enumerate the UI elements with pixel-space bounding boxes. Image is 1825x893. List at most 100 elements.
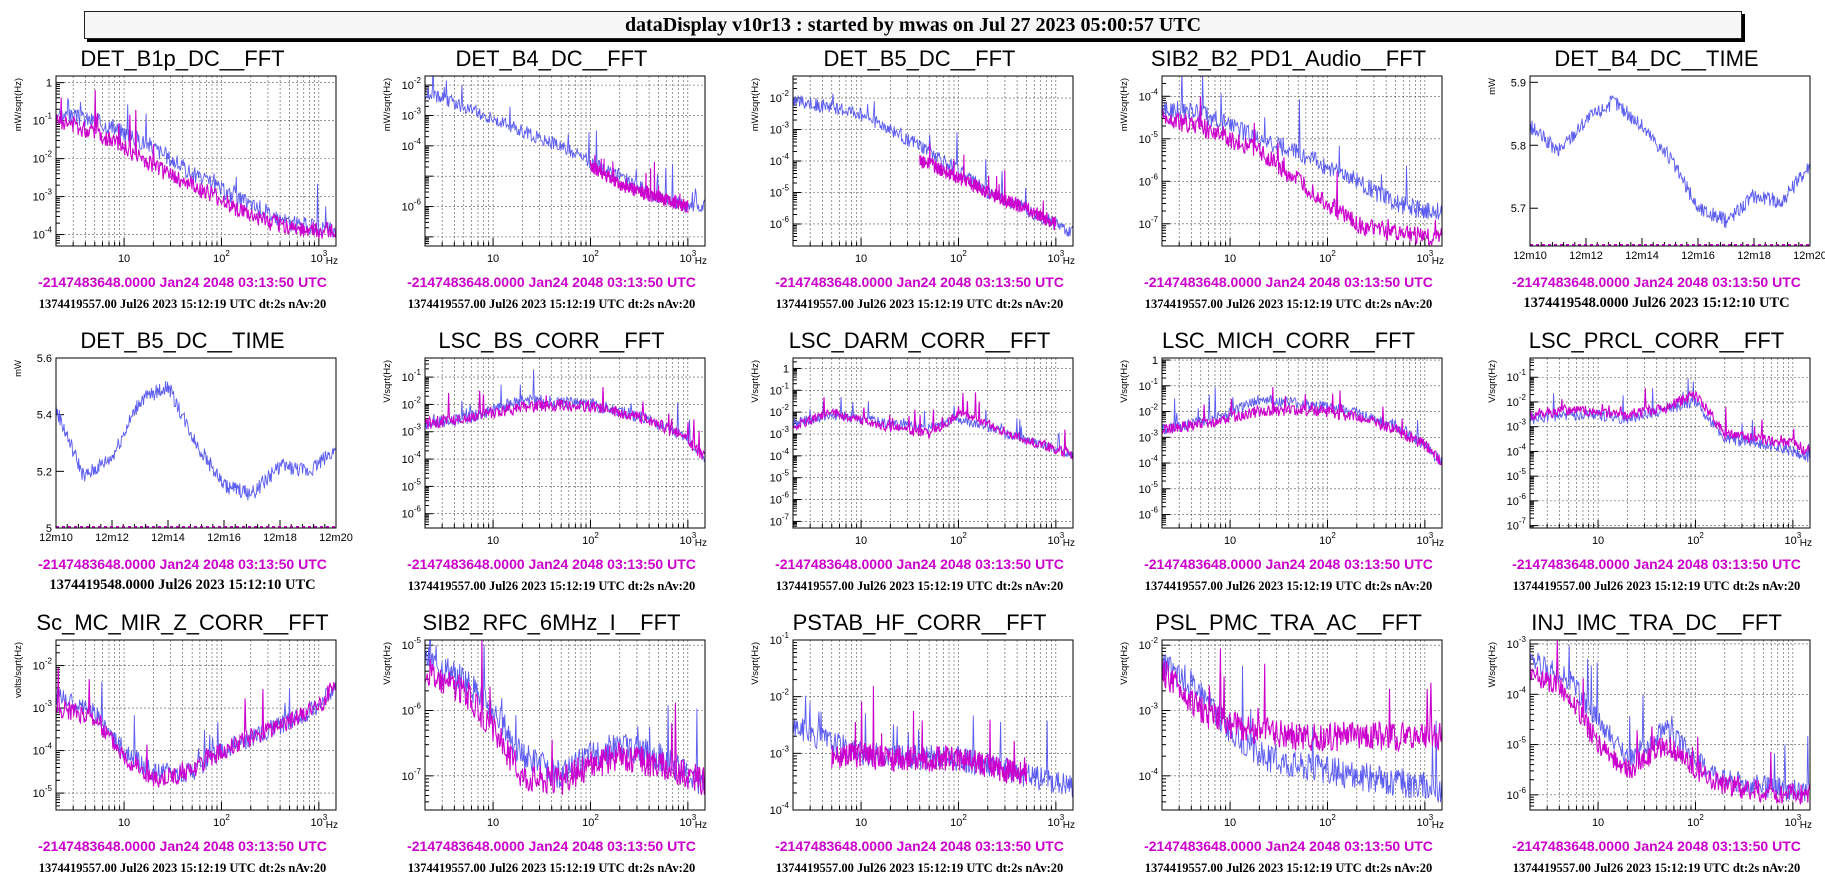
plot-panel-det_b1p_dc_fft[interactable]: 10 102 103 Hz 10-4 10-3 10-2 10-1 1 mW/sqrt(Hz) DE… [0,46,365,329]
tick-label: 102 [213,249,230,265]
tick-label: 10-4 [1507,685,1527,701]
reference-timestamp: -2147483648.0000 Jan24 2048 03:13:50 UTC [775,838,1064,854]
plot-panel-sib2_b2_pd1_audio_fft[interactable]: 10 102 103 Hz 10-7 10-6 10-5 10-4 mW/sqrt(Hz) SIB… [1106,46,1471,329]
tick-label: 10 [487,817,499,829]
tick-label: 10-6 [402,505,422,521]
x-axis-unit: Hz [1432,256,1444,267]
plot-canvas: 10 102 103Hz10-610-510-410-310-210-11V/sqr… [1119,355,1444,549]
plot-panel-det_b5_dc_fft[interactable]: 10 102 103 Hz 10-6 10-5 10-4 10-3 10-2 mW/sqrt(Hz… [737,46,1102,329]
tick-label: 10-5 [1139,130,1159,146]
tick-label: 10-5 [33,784,53,800]
tick-label: 10-3 [402,106,422,122]
reference-trace [1530,388,1810,456]
axis-ticks [1161,644,1426,811]
current-timestamp: 1374419557.00 Jul26 2023 15:12:19 UTC dt… [1144,579,1433,593]
tick-label: 10-2 [1507,393,1527,409]
plot-panel-sib2_rfc_6mhz_i_fft[interactable]: 10 102 103 Hz 10-7 10-6 10-5 V/sqrt(Hz) SIB2_RFC… [369,610,734,893]
tick-label: 10-5 [1139,480,1159,496]
y-axis-label: V/sqrt(Hz) [1119,360,1130,403]
reference-trace [425,640,705,795]
tick-label: 10-5 [770,469,790,485]
tick-label: 10 [118,817,130,829]
plot-panel-inj_imc_tra_dc_fft[interactable]: 10 102 103 Hz 10-6 10-5 10-4 10-3 W/sqrt(Hz) INJ_… [1474,610,1825,893]
tick-label: 12m10 [1513,250,1547,262]
tick-label: 10-4 [402,450,422,466]
reference-trace [1530,640,1810,805]
tick-label: 5.6 [37,353,52,365]
plot-panel-psl_pmc_tra_ac_fft[interactable]: 10 102 103 Hz 10-4 10-3 10-2 V/sqrt(Hz) PSL_PMC_… [1106,610,1471,893]
tick-label: 102 [582,249,599,265]
tick-label: 12m10 [39,532,73,544]
tick-label: 102 [950,249,967,265]
current-timestamp: 1374419557.00 Jul26 2023 15:12:19 UTC dt… [775,861,1064,875]
plot-title: PSL_PMC_TRA_AC__FFT [1155,610,1422,635]
tick-label: 10 [487,535,499,547]
current-trace [56,380,336,501]
tick-label: 10 [1224,817,1236,829]
reference-trace [1162,96,1442,246]
y-axis-label: mW/sqrt(Hz) [13,78,24,131]
y-axis-label: V/sqrt(Hz) [1487,360,1498,403]
y-axis-label: volts/sqrt(Hz) [13,642,24,698]
plot-title: DET_B4_DC__FFT [455,46,648,71]
tick-label: 10-5 [770,183,790,199]
x-axis-unit: Hz [1063,820,1075,831]
plot-title: PSTAB_HF_CORR__FFT [792,610,1047,635]
plot-panel-lsc_bs_corr_fft[interactable]: 10 102 103 Hz 10-6 10-5 10-4 10-3 10-2 10-1 V/sqrt… [369,328,734,611]
current-timestamp: 1374419557.00 Jul26 2023 15:12:19 UTC dt… [1144,297,1433,311]
reference-trace [793,392,1073,461]
tick-label: 12m12 [95,532,129,544]
tick-label: 10-3 [402,423,422,439]
x-axis-unit: Hz [326,820,338,831]
tick-label: 12m16 [207,532,241,544]
tick-label: 10-6 [770,491,790,507]
tick-label: 102 [950,531,967,547]
tick-label: 10-4 [1139,87,1159,103]
tick-label: 10 [118,253,130,265]
plot-panel-lsc_prcl_corr_fft[interactable]: 10 102 103 Hz 10-7 10-6 10-5 10-4 10-3 10-2 10-1 V/… [1474,328,1825,611]
tick-label: 10-4 [770,801,790,817]
plot-title: LSC_DARM_CORR__FFT [788,328,1051,353]
current-timestamp: 1374419557.00 Jul26 2023 15:12:19 UTC dt… [1144,861,1433,875]
y-axis-label: V/sqrt(Hz) [382,360,393,403]
tick-label: 1 [1152,355,1158,367]
current-timestamp: 1374419557.00 Jul26 2023 15:12:19 UTC dt… [775,579,1064,593]
reference-timestamp: -2147483648.0000 Jan24 2048 03:13:50 UTC [1512,274,1801,290]
plot-canvas: 12m10 12m12 12m14 12m16 12m18 12m20 5 5.2 5.4 5.6… [13,353,353,544]
grid-lines [1529,358,1810,528]
plot-frame [424,357,706,529]
reference-timestamp: -2147483648.0000 Jan24 2048 03:13:50 UTC [407,556,696,572]
plot-panel-det_b4_dc_time[interactable]: 12m10 12m12 12m14 12m16 12m18 12m20 5.7 5.8 5.9 m… [1474,46,1825,329]
current-timestamp: 1374419557.00 Jul26 2023 15:12:19 UTC dt… [775,297,1064,311]
tick-label: 102 [582,531,599,547]
plot-frame [1529,357,1811,529]
tick-label: 10-1 [770,381,790,397]
tick-label: 10 [855,817,867,829]
plot-title: SIB2_B2_PD1_Audio__FFT [1150,46,1427,71]
plot-panel-lsc_darm_corr_fft[interactable]: 10 102 103 Hz 10-7 10-6 10-5 10-4 10-3 10-2 10-1 1 V… [737,328,1102,611]
plot-panel-sc_mc_mir_z_corr_fft[interactable]: 10 102 103 Hz 10-5 10-4 10-3 10-2 volts/sqrt(Hz)… [0,610,365,893]
reference-timestamp: -2147483648.0000 Jan24 2048 03:13:50 UTC [1512,838,1801,854]
tick-label: 12m18 [1737,250,1771,262]
tick-label: 10-5 [402,636,422,652]
plot-panel-lsc_mich_corr_fft[interactable]: 10 102 103 Hz 10-6 10-5 10-4 10-3 10-2 10-1 1 V/sqr… [1106,328,1471,611]
tick-label: 10 [1224,253,1236,265]
plot-panel-pstab_hf_corr_fft[interactable]: 10 102 103 Hz 10-4 10-3 10-2 10-1 V/sqrt(Hz) PSTA… [737,610,1102,893]
plot-panel-det_b5_dc_time[interactable]: 12m10 12m12 12m14 12m16 12m18 12m20 5 5.2 5.4 5.6… [0,328,365,611]
axis-ticks [792,75,1057,247]
tick-label: 10-4 [1139,454,1159,470]
tick-label: 12m20 [319,532,353,544]
tick-label: 10-2 [402,395,422,411]
plot-panel-det_b4_dc_fft[interactable]: 10 102 103 Hz 10-6 10-4 10-3 10-2 mW/sqrt(Hz) DET… [369,46,734,329]
x-axis-unit: Hz [695,820,707,831]
reference-trace [56,667,336,788]
reference-timestamp: -2147483648.0000 Jan24 2048 03:13:50 UTC [1144,274,1433,290]
tick-label: 5.2 [37,466,52,478]
tick-label: 10-2 [770,403,790,419]
tick-label: 10-3 [1507,635,1527,651]
tick-label: 10-1 [402,368,422,384]
tick-label: 10-4 [1507,442,1527,458]
tick-label: 1 [46,78,52,90]
